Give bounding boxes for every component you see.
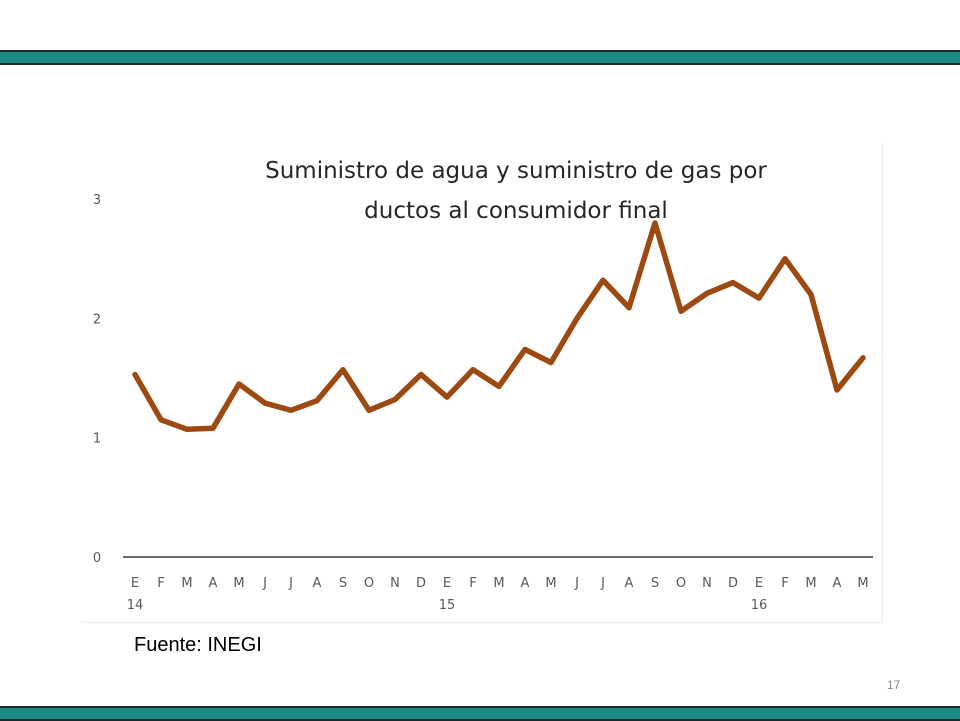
x-tick-label: A xyxy=(833,576,842,591)
x-tick-label: M xyxy=(545,576,556,591)
x-tick-label: N xyxy=(702,576,712,591)
slide-number: 17 xyxy=(887,678,900,692)
x-tick-label: O xyxy=(676,576,686,591)
x-tick-label: F xyxy=(781,576,788,591)
y-tick-label: 1 xyxy=(93,432,101,447)
x-tick-label: J xyxy=(262,576,267,591)
chart-title-line-1: Suministro de agua y suministro de gas p… xyxy=(265,158,767,184)
x-tick-label: F xyxy=(157,576,164,591)
series-line xyxy=(135,223,863,429)
x-tick-label: A xyxy=(209,576,218,591)
chart-title: Suministro de agua y suministro de gas p… xyxy=(265,158,767,224)
x-tick-label: S xyxy=(651,576,659,591)
x-tick-label: O xyxy=(364,576,374,591)
x-tick-label: J xyxy=(600,576,605,591)
line-chart: Suministro de agua y suministro de gas p… xyxy=(81,143,882,622)
x-tick-label: M xyxy=(233,576,244,591)
y-axis-tick-labels: 0 1 2 3 xyxy=(93,193,101,566)
x-tick-label: D xyxy=(416,576,426,591)
y-tick-label: 0 xyxy=(93,551,101,566)
x-tick-label: J xyxy=(574,576,579,591)
x-tick-label: D xyxy=(728,576,738,591)
y-tick-label: 3 xyxy=(93,193,101,208)
bottom-decorative-band xyxy=(0,706,960,721)
x-tick-label: E xyxy=(443,576,451,591)
x-tick-label: E xyxy=(755,576,763,591)
x-tick-label: M xyxy=(805,576,816,591)
x-tick-label: S xyxy=(339,576,347,591)
x-axis-year-labels: 14 15 16 xyxy=(127,598,768,613)
x-tick-label: A xyxy=(521,576,530,591)
x-tick-label: J xyxy=(288,576,293,591)
x-tick-label: A xyxy=(625,576,634,591)
x-tick-label: M xyxy=(181,576,192,591)
series-layer xyxy=(135,223,863,430)
x-tick-label: N xyxy=(390,576,400,591)
x-tick-label: F xyxy=(469,576,476,591)
x-year-label: 15 xyxy=(439,598,456,613)
y-tick-label: 2 xyxy=(93,312,101,327)
chart-area: Suministro de agua y suministro de gas p… xyxy=(81,143,883,623)
source-note: Fuente: INEGI xyxy=(134,634,262,657)
x-tick-label: A xyxy=(313,576,322,591)
x-tick-label: M xyxy=(493,576,504,591)
chart-title-line-2: ductos al consumidor final xyxy=(364,198,668,224)
x-tick-label: E xyxy=(131,576,139,591)
top-decorative-band xyxy=(0,50,960,65)
x-tick-label: M xyxy=(857,576,868,591)
x-year-label: 14 xyxy=(127,598,144,613)
x-year-label: 16 xyxy=(751,598,768,613)
